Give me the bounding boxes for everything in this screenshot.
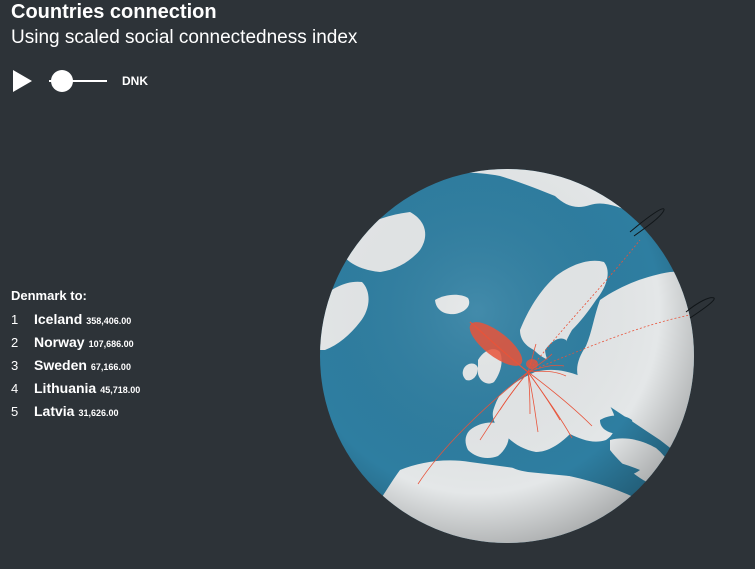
arc-central-europe (527, 371, 531, 415)
arc-lithuania (527, 370, 567, 377)
country-name: Norway (34, 334, 85, 350)
page-subtitle: Using scaled social connectedness index (11, 27, 358, 48)
country-value: 107,686.00 (88, 339, 134, 349)
playback-controls: DNK (11, 68, 211, 94)
outer-arc-right (685, 297, 715, 319)
play-icon (13, 70, 32, 92)
list-item[interactable]: 1 Iceland 358,406.00 (11, 308, 231, 331)
current-country-code: DNK (122, 74, 148, 88)
rank-number: 2 (11, 335, 19, 350)
country-value: 67,166.00 (90, 362, 131, 372)
rank-number: 3 (11, 358, 19, 373)
arc-balkans (527, 371, 561, 421)
list-item[interactable]: 3 Sweden 67,166.00 (11, 354, 231, 377)
ranking-heading: Denmark to: (11, 288, 87, 303)
arc-highlight-small (526, 359, 538, 369)
list-item[interactable]: 4 Lithuania 45,718.00 (11, 377, 231, 400)
list-item[interactable]: 5 Latvia 31,626.00 (11, 400, 231, 423)
rank-number: 5 (11, 404, 19, 419)
slider-thumb[interactable] (51, 70, 73, 92)
outer-arcs (629, 208, 715, 319)
arc-east-long (527, 314, 691, 373)
country-name: Iceland (34, 311, 83, 327)
country-name: Sweden (34, 357, 87, 373)
rank-number: 4 (11, 381, 19, 396)
outer-arc-upper (629, 208, 665, 237)
ranking-list: Denmark to: 1 Iceland 358,406.00 2 Norway… (11, 287, 231, 423)
list-item[interactable]: 2 Norway 107,686.00 (11, 331, 231, 354)
arc-highlight (469, 322, 523, 366)
arc-france (499, 371, 529, 411)
country-value: 45,718.00 (100, 385, 141, 395)
play-button[interactable] (11, 68, 35, 94)
country-slider[interactable] (49, 68, 109, 94)
country-name: Latvia (34, 403, 75, 419)
page-title: Countries connection (11, 1, 217, 23)
country-name: Lithuania (34, 380, 97, 396)
arc-norway (527, 343, 537, 373)
country-value: 31,626.00 (78, 408, 119, 418)
arc-atlantic-west (417, 371, 529, 485)
rank-number: 1 (11, 312, 19, 327)
arc-turkey (527, 371, 593, 427)
arc-italy (527, 371, 539, 433)
arc-sweden (527, 353, 553, 373)
country-value: 358,406.00 (86, 316, 132, 326)
slider-track (49, 80, 107, 82)
